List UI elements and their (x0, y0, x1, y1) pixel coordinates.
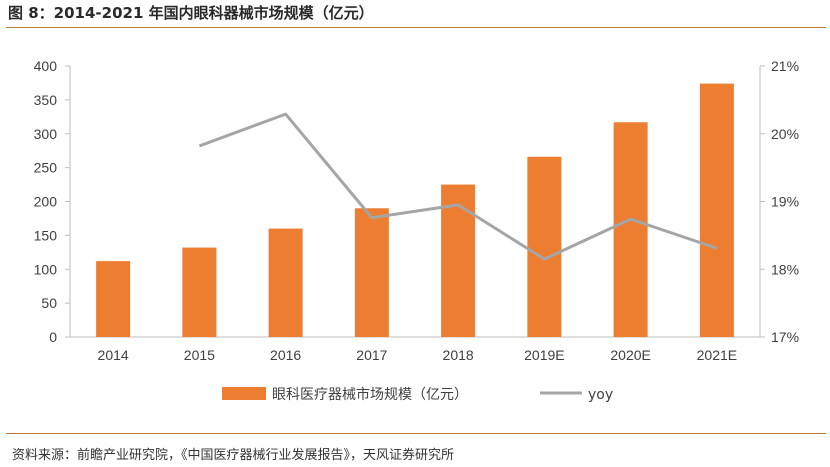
left-tick-label: 100 (34, 261, 58, 277)
x-tick-label: 2020E (610, 347, 650, 363)
legend-line-label: yoy (588, 387, 613, 403)
bar-2019E (527, 156, 562, 337)
bar-2015 (182, 247, 217, 337)
right-tick-label: 17% (771, 329, 799, 345)
x-tick-label: 2017 (356, 347, 387, 363)
left-tick-label: 250 (34, 160, 58, 176)
legend-bar-label: 眼科医疗器械市场规模（亿元） (272, 386, 468, 403)
left-tick-label: 400 (34, 58, 58, 74)
left-tick-label: 200 (34, 194, 58, 210)
bars-layer (96, 83, 734, 338)
line-layer (198, 112, 718, 261)
x-tick-label: 2021E (697, 347, 737, 363)
right-tick-label: 19% (771, 194, 799, 210)
right-tick-label: 18% (771, 261, 799, 277)
chart-canvas: 0 50 100 150 200 250 300 350 400 17% 18% 19% 20% 21% 2… (34, 58, 799, 403)
x-tick-label: 2016 (270, 347, 301, 363)
source-note: 资料来源：前瞻产业研究院，《中国医疗器械行业发展报告》，天风证券研究所 (12, 448, 455, 463)
left-tick-label: 300 (34, 126, 58, 142)
left-tick-label: 0 (49, 329, 57, 345)
source-divider (6, 433, 826, 434)
bar-2018 (441, 184, 476, 337)
axes-layer: 0 50 100 150 200 250 300 350 400 17% 18% 19% 20% 21% 2… (34, 58, 799, 363)
left-tick-label: 350 (34, 92, 58, 108)
x-tick-label: 2015 (184, 347, 215, 363)
x-tick-label: 2018 (443, 347, 474, 363)
bar-2016 (268, 228, 303, 337)
bar-2014 (96, 261, 131, 337)
left-tick-label: 50 (41, 295, 57, 311)
left-tick-label: 150 (34, 227, 58, 243)
right-tick-label: 21% (771, 58, 799, 74)
bar-2021E (699, 83, 734, 338)
bar-2017 (354, 208, 389, 337)
legend-layer: 眼科医疗器械市场规模（亿元） yoy (222, 386, 613, 403)
title-divider (6, 27, 826, 28)
x-tick-label: 2014 (98, 347, 129, 363)
right-tick-label: 20% (771, 126, 799, 142)
chart-title: 图 8：2014-2021 年国内眼科器械市场规模（亿元） (8, 4, 374, 22)
legend-bar-swatch (222, 387, 266, 400)
bar-2020E (613, 122, 648, 337)
x-tick-label: 2019E (524, 347, 564, 363)
